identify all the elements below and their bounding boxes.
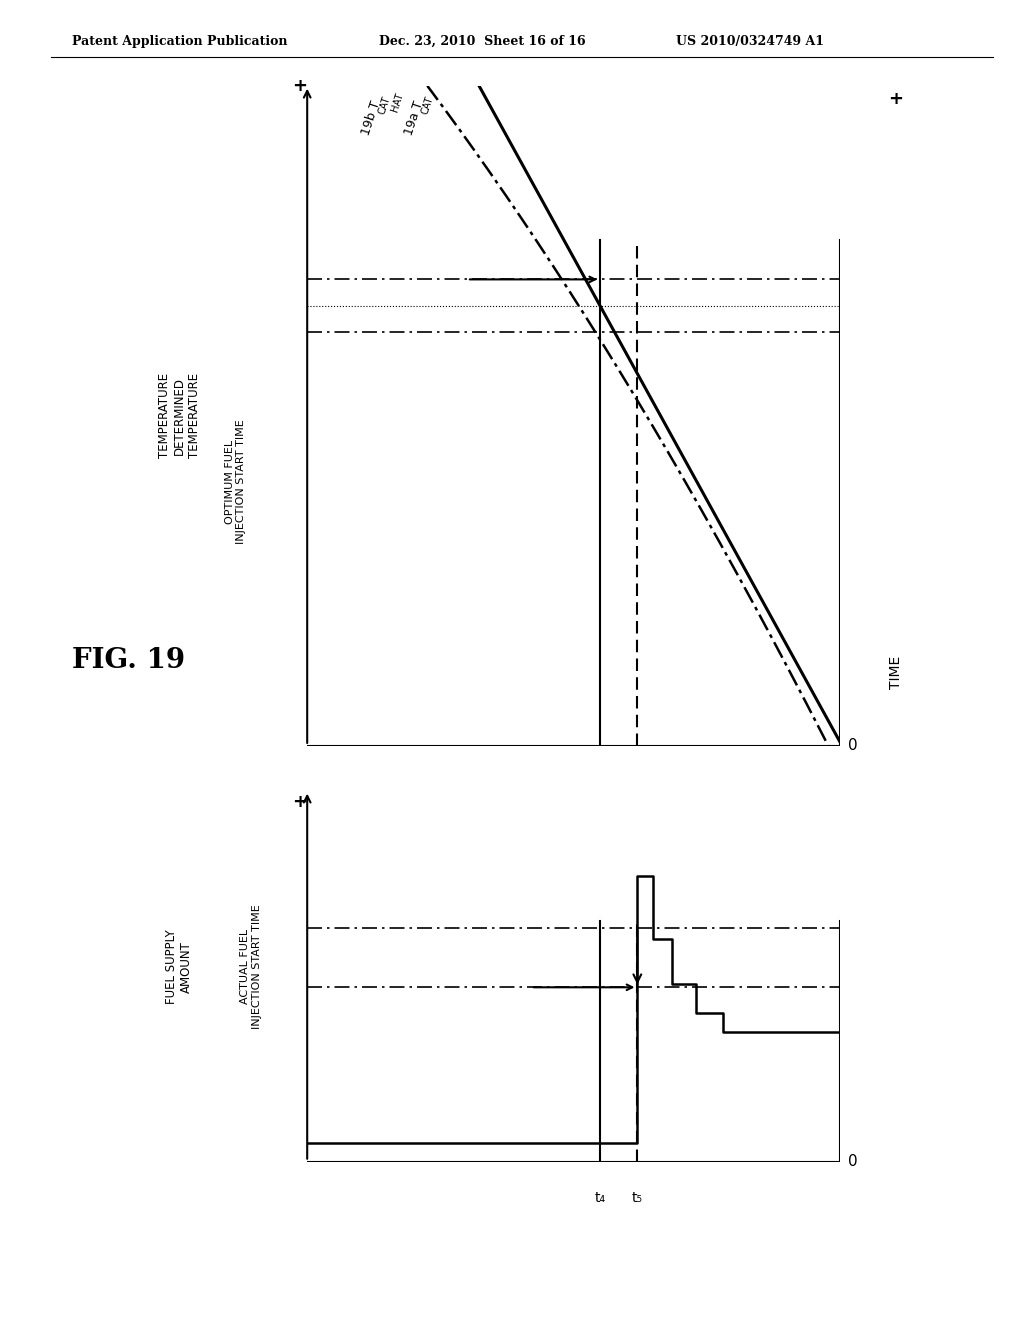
Text: TEMPERATURE
DETERMINED
TEMPERATURE: TEMPERATURE DETERMINED TEMPERATURE	[158, 374, 201, 458]
Text: +: +	[889, 90, 903, 108]
Text: OPTIMUM FUEL
INJECTION START TIME: OPTIMUM FUEL INJECTION START TIME	[224, 420, 247, 544]
Text: 19b T: 19b T	[359, 99, 383, 137]
Text: US 2010/0324749 A1: US 2010/0324749 A1	[676, 34, 824, 48]
Text: Patent Application Publication: Patent Application Publication	[72, 34, 287, 48]
Text: TIME: TIME	[889, 656, 903, 689]
Text: CAT: CAT	[420, 95, 434, 115]
Text: 0: 0	[848, 1154, 857, 1170]
Text: FUEL SUPPLY
AMOUNT: FUEL SUPPLY AMOUNT	[165, 929, 194, 1005]
Text: 19a T: 19a T	[402, 99, 425, 136]
Text: FIG. 19: FIG. 19	[72, 647, 184, 673]
Text: CAT: CAT	[377, 95, 392, 115]
Text: 0: 0	[848, 738, 857, 754]
Text: t₄: t₄	[595, 1191, 605, 1205]
Text: +: +	[292, 77, 307, 95]
Text: t₅: t₅	[632, 1191, 643, 1205]
Text: +: +	[292, 793, 307, 810]
Text: ACTUAL FUEL
INJECTION START TIME: ACTUAL FUEL INJECTION START TIME	[240, 904, 262, 1030]
Text: HAT: HAT	[389, 92, 406, 116]
Text: Dec. 23, 2010  Sheet 16 of 16: Dec. 23, 2010 Sheet 16 of 16	[379, 34, 586, 48]
